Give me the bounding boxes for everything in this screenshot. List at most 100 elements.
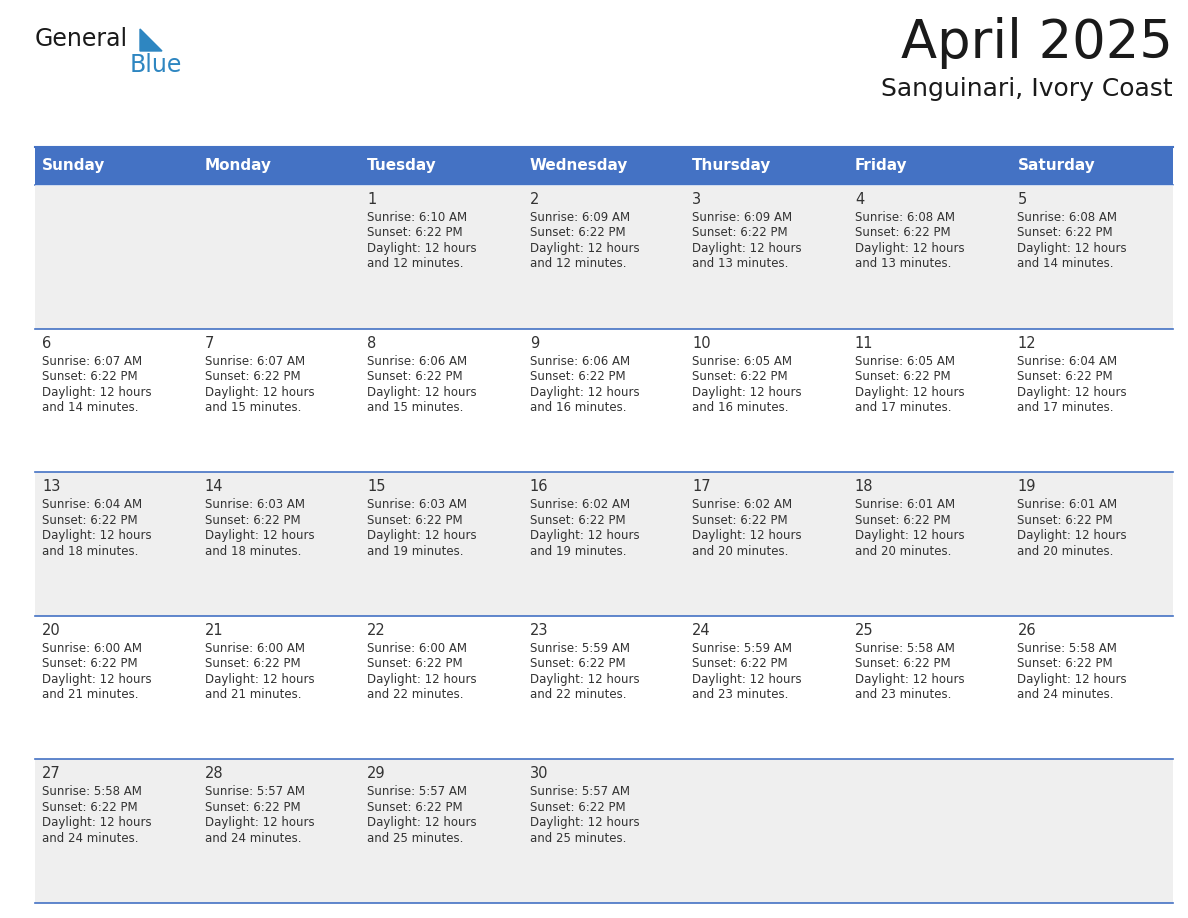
Text: Daylight: 12 hours
and 14 minutes.: Daylight: 12 hours and 14 minutes. — [1017, 242, 1127, 271]
Text: Daylight: 12 hours
and 24 minutes.: Daylight: 12 hours and 24 minutes. — [42, 816, 152, 845]
Text: 3: 3 — [693, 192, 701, 207]
Text: Daylight: 12 hours
and 16 minutes.: Daylight: 12 hours and 16 minutes. — [530, 386, 639, 414]
Text: Sunset: 6:22 PM: Sunset: 6:22 PM — [693, 657, 788, 670]
Text: 10: 10 — [693, 336, 710, 351]
Text: General: General — [34, 27, 128, 51]
Text: 25: 25 — [855, 622, 873, 638]
Text: Sunset: 6:22 PM: Sunset: 6:22 PM — [530, 227, 625, 240]
Text: Sunset: 6:22 PM: Sunset: 6:22 PM — [367, 227, 463, 240]
Text: Sunset: 6:22 PM: Sunset: 6:22 PM — [42, 800, 138, 814]
Text: Sunset: 6:22 PM: Sunset: 6:22 PM — [530, 370, 625, 383]
Text: Sunrise: 5:59 AM: Sunrise: 5:59 AM — [530, 642, 630, 655]
Bar — [34, 147, 197, 185]
Text: Daylight: 12 hours
and 13 minutes.: Daylight: 12 hours and 13 minutes. — [693, 242, 802, 271]
Text: Wednesday: Wednesday — [530, 159, 628, 174]
Text: Daylight: 12 hours
and 23 minutes.: Daylight: 12 hours and 23 minutes. — [693, 673, 802, 701]
Text: Daylight: 12 hours
and 15 minutes.: Daylight: 12 hours and 15 minutes. — [204, 386, 314, 414]
Text: 20: 20 — [42, 622, 61, 638]
Text: Daylight: 12 hours
and 23 minutes.: Daylight: 12 hours and 23 minutes. — [855, 673, 965, 701]
Text: Sunrise: 6:04 AM: Sunrise: 6:04 AM — [42, 498, 143, 511]
Text: Sunrise: 5:58 AM: Sunrise: 5:58 AM — [1017, 642, 1117, 655]
Text: 30: 30 — [530, 767, 548, 781]
Text: Sunset: 6:22 PM: Sunset: 6:22 PM — [855, 657, 950, 670]
Text: Sunrise: 6:02 AM: Sunrise: 6:02 AM — [693, 498, 792, 511]
Text: Sunrise: 6:10 AM: Sunrise: 6:10 AM — [367, 211, 467, 224]
Text: Daylight: 12 hours
and 21 minutes.: Daylight: 12 hours and 21 minutes. — [42, 673, 152, 701]
Text: 28: 28 — [204, 767, 223, 781]
Text: Saturday: Saturday — [1017, 159, 1095, 174]
Text: Friday: Friday — [855, 159, 908, 174]
Text: 6: 6 — [42, 336, 51, 351]
Text: Daylight: 12 hours
and 24 minutes.: Daylight: 12 hours and 24 minutes. — [204, 816, 314, 845]
Text: Sunrise: 5:57 AM: Sunrise: 5:57 AM — [367, 786, 467, 799]
Text: Daylight: 12 hours
and 17 minutes.: Daylight: 12 hours and 17 minutes. — [855, 386, 965, 414]
Text: Sunset: 6:22 PM: Sunset: 6:22 PM — [693, 514, 788, 527]
Text: Sunset: 6:22 PM: Sunset: 6:22 PM — [204, 800, 301, 814]
Text: Sunset: 6:22 PM: Sunset: 6:22 PM — [1017, 370, 1113, 383]
Text: Daylight: 12 hours
and 20 minutes.: Daylight: 12 hours and 20 minutes. — [855, 529, 965, 558]
Text: 17: 17 — [693, 479, 710, 494]
Text: Sunrise: 6:01 AM: Sunrise: 6:01 AM — [1017, 498, 1118, 511]
Text: Daylight: 12 hours
and 15 minutes.: Daylight: 12 hours and 15 minutes. — [367, 386, 476, 414]
Text: 18: 18 — [855, 479, 873, 494]
Text: Thursday: Thursday — [693, 159, 772, 174]
Text: Daylight: 12 hours
and 22 minutes.: Daylight: 12 hours and 22 minutes. — [530, 673, 639, 701]
Text: Sunrise: 6:05 AM: Sunrise: 6:05 AM — [693, 354, 792, 367]
Text: Daylight: 12 hours
and 25 minutes.: Daylight: 12 hours and 25 minutes. — [530, 816, 639, 845]
Bar — [34, 616, 1173, 759]
Bar — [360, 147, 523, 185]
Text: Sunrise: 6:04 AM: Sunrise: 6:04 AM — [1017, 354, 1118, 367]
Text: Daylight: 12 hours
and 18 minutes.: Daylight: 12 hours and 18 minutes. — [204, 529, 314, 558]
Text: 2: 2 — [530, 192, 539, 207]
Text: Daylight: 12 hours
and 25 minutes.: Daylight: 12 hours and 25 minutes. — [367, 816, 476, 845]
Text: Daylight: 12 hours
and 20 minutes.: Daylight: 12 hours and 20 minutes. — [1017, 529, 1127, 558]
Bar — [34, 185, 1173, 329]
Text: Daylight: 12 hours
and 17 minutes.: Daylight: 12 hours and 17 minutes. — [1017, 386, 1127, 414]
Text: Sunrise: 6:01 AM: Sunrise: 6:01 AM — [855, 498, 955, 511]
Bar — [523, 147, 685, 185]
Text: Sunset: 6:22 PM: Sunset: 6:22 PM — [530, 514, 625, 527]
Text: Sunset: 6:22 PM: Sunset: 6:22 PM — [693, 370, 788, 383]
Polygon shape — [140, 29, 162, 51]
Text: Sunset: 6:22 PM: Sunset: 6:22 PM — [693, 227, 788, 240]
Text: 14: 14 — [204, 479, 223, 494]
Text: Daylight: 12 hours
and 19 minutes.: Daylight: 12 hours and 19 minutes. — [530, 529, 639, 558]
Text: Daylight: 12 hours
and 21 minutes.: Daylight: 12 hours and 21 minutes. — [204, 673, 314, 701]
Text: Daylight: 12 hours
and 20 minutes.: Daylight: 12 hours and 20 minutes. — [693, 529, 802, 558]
Text: Sunrise: 5:57 AM: Sunrise: 5:57 AM — [204, 786, 304, 799]
Text: Daylight: 12 hours
and 14 minutes.: Daylight: 12 hours and 14 minutes. — [42, 386, 152, 414]
Text: Sunrise: 6:00 AM: Sunrise: 6:00 AM — [42, 642, 143, 655]
Bar — [848, 147, 1011, 185]
Text: Sunset: 6:22 PM: Sunset: 6:22 PM — [530, 657, 625, 670]
Text: Monday: Monday — [204, 159, 272, 174]
Text: Sunset: 6:22 PM: Sunset: 6:22 PM — [1017, 514, 1113, 527]
Text: Sunrise: 6:03 AM: Sunrise: 6:03 AM — [204, 498, 304, 511]
Text: 11: 11 — [855, 336, 873, 351]
Text: Tuesday: Tuesday — [367, 159, 437, 174]
Text: Sunset: 6:22 PM: Sunset: 6:22 PM — [204, 514, 301, 527]
Text: Sunrise: 5:57 AM: Sunrise: 5:57 AM — [530, 786, 630, 799]
Text: 9: 9 — [530, 336, 539, 351]
Text: 23: 23 — [530, 622, 548, 638]
Text: Blue: Blue — [129, 53, 183, 77]
Text: Daylight: 12 hours
and 13 minutes.: Daylight: 12 hours and 13 minutes. — [855, 242, 965, 271]
Text: Daylight: 12 hours
and 19 minutes.: Daylight: 12 hours and 19 minutes. — [367, 529, 476, 558]
Text: Sunset: 6:22 PM: Sunset: 6:22 PM — [42, 370, 138, 383]
Text: Sunset: 6:22 PM: Sunset: 6:22 PM — [367, 800, 463, 814]
Text: 26: 26 — [1017, 622, 1036, 638]
Text: Daylight: 12 hours
and 16 minutes.: Daylight: 12 hours and 16 minutes. — [693, 386, 802, 414]
Text: Daylight: 12 hours
and 18 minutes.: Daylight: 12 hours and 18 minutes. — [42, 529, 152, 558]
Text: 21: 21 — [204, 622, 223, 638]
Text: 5: 5 — [1017, 192, 1026, 207]
Text: Sunset: 6:22 PM: Sunset: 6:22 PM — [367, 370, 463, 383]
Text: Sunset: 6:22 PM: Sunset: 6:22 PM — [530, 800, 625, 814]
Text: 16: 16 — [530, 479, 548, 494]
Text: Sunday: Sunday — [42, 159, 106, 174]
Text: 4: 4 — [855, 192, 864, 207]
Text: Sunrise: 6:09 AM: Sunrise: 6:09 AM — [530, 211, 630, 224]
Text: Sanguinari, Ivory Coast: Sanguinari, Ivory Coast — [881, 77, 1173, 101]
Text: Daylight: 12 hours
and 22 minutes.: Daylight: 12 hours and 22 minutes. — [367, 673, 476, 701]
Text: Sunrise: 6:03 AM: Sunrise: 6:03 AM — [367, 498, 467, 511]
Text: 8: 8 — [367, 336, 377, 351]
Bar — [34, 472, 1173, 616]
